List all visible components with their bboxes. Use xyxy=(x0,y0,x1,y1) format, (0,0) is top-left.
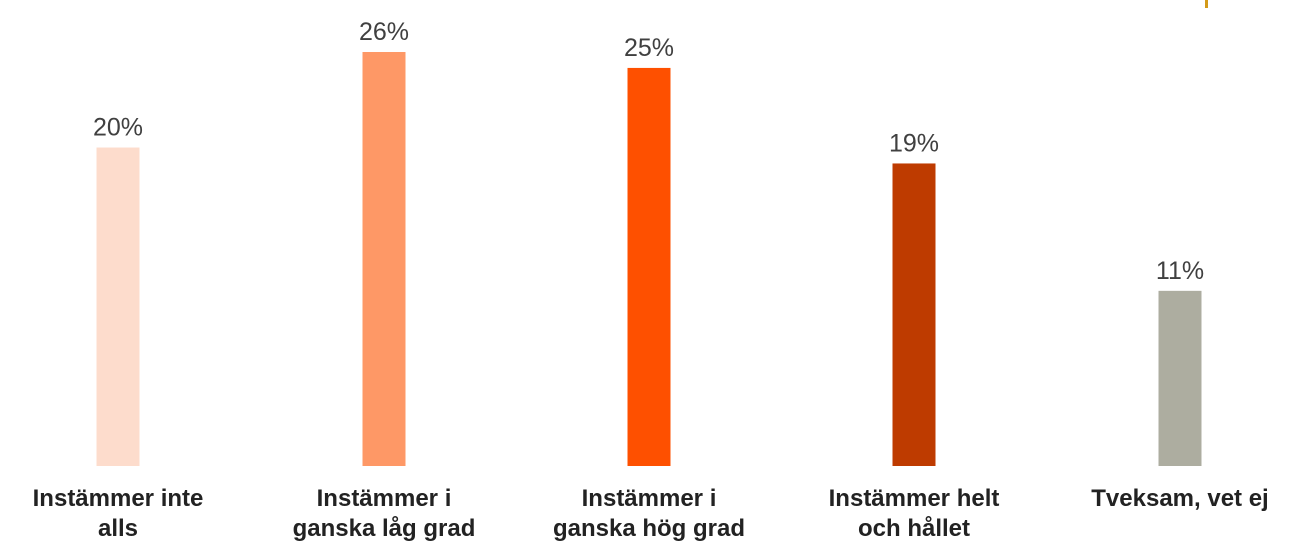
category-label: Instämmer helt och hållet xyxy=(829,485,1000,542)
value-label: 26% xyxy=(359,18,409,46)
value-labels: 20% 26% 25% 19% 11% xyxy=(93,18,1204,285)
value-label: 11% xyxy=(1156,257,1204,285)
value-label: 20% xyxy=(93,114,143,142)
bar xyxy=(627,67,671,466)
category-label: Instämmer i ganska hög grad xyxy=(553,485,745,542)
category-label: Tveksam, vet ej xyxy=(1091,485,1268,512)
category-label-line: ganska låg grad xyxy=(293,515,476,542)
bar xyxy=(1158,290,1202,466)
category-labels: Instämmer inte alls Instämmer i ganska låg … xyxy=(33,485,1269,542)
category-label-line: och hållet xyxy=(858,515,970,542)
bar xyxy=(362,52,406,466)
corner-accent-mark xyxy=(1205,0,1208,8)
category-label-line: Instämmer i xyxy=(582,485,717,512)
category-label: Instämmer inte alls xyxy=(33,485,204,542)
category-label: Instämmer i ganska låg grad xyxy=(293,485,476,542)
bar-series xyxy=(96,52,1202,467)
category-label-line: Instämmer helt xyxy=(829,485,1000,512)
category-label-line: Instämmer i xyxy=(317,485,452,512)
bar xyxy=(96,147,140,467)
bar xyxy=(892,163,936,466)
value-label: 25% xyxy=(624,34,674,62)
category-label-line: Tveksam, vet ej xyxy=(1091,485,1268,512)
category-label-line: ganska hög grad xyxy=(553,515,745,542)
category-label-line: Instämmer inte xyxy=(33,485,204,512)
category-label-line: alls xyxy=(98,515,138,542)
value-label: 19% xyxy=(889,129,939,157)
